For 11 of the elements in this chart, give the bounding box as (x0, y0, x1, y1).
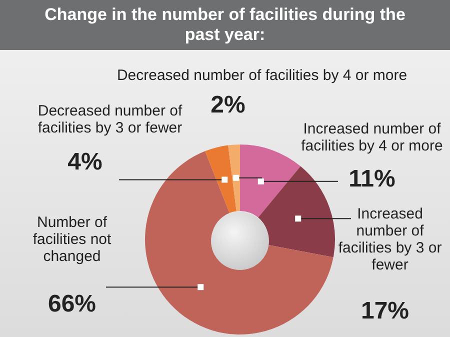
slice-label: Decreased number of facilities by 4 or more (116, 67, 408, 84)
slice-label: Decreased number of facilities by 3 or fewer (38, 102, 183, 137)
data-label: 2% (210, 92, 246, 119)
slice-label: Increased number of facilities by 3 or fewer (338, 206, 442, 274)
data-label: 66% (48, 290, 96, 318)
chart-title: Change in the number of facilities during the past year: (0, 0, 450, 50)
slice-label: Increased number of facilities by 4 or more (301, 120, 443, 155)
slice-label: Number of facilities not changed (32, 214, 112, 266)
data-label: 11% (348, 166, 396, 193)
data-label: 17% (360, 298, 410, 325)
data-label: 4% (68, 148, 102, 176)
